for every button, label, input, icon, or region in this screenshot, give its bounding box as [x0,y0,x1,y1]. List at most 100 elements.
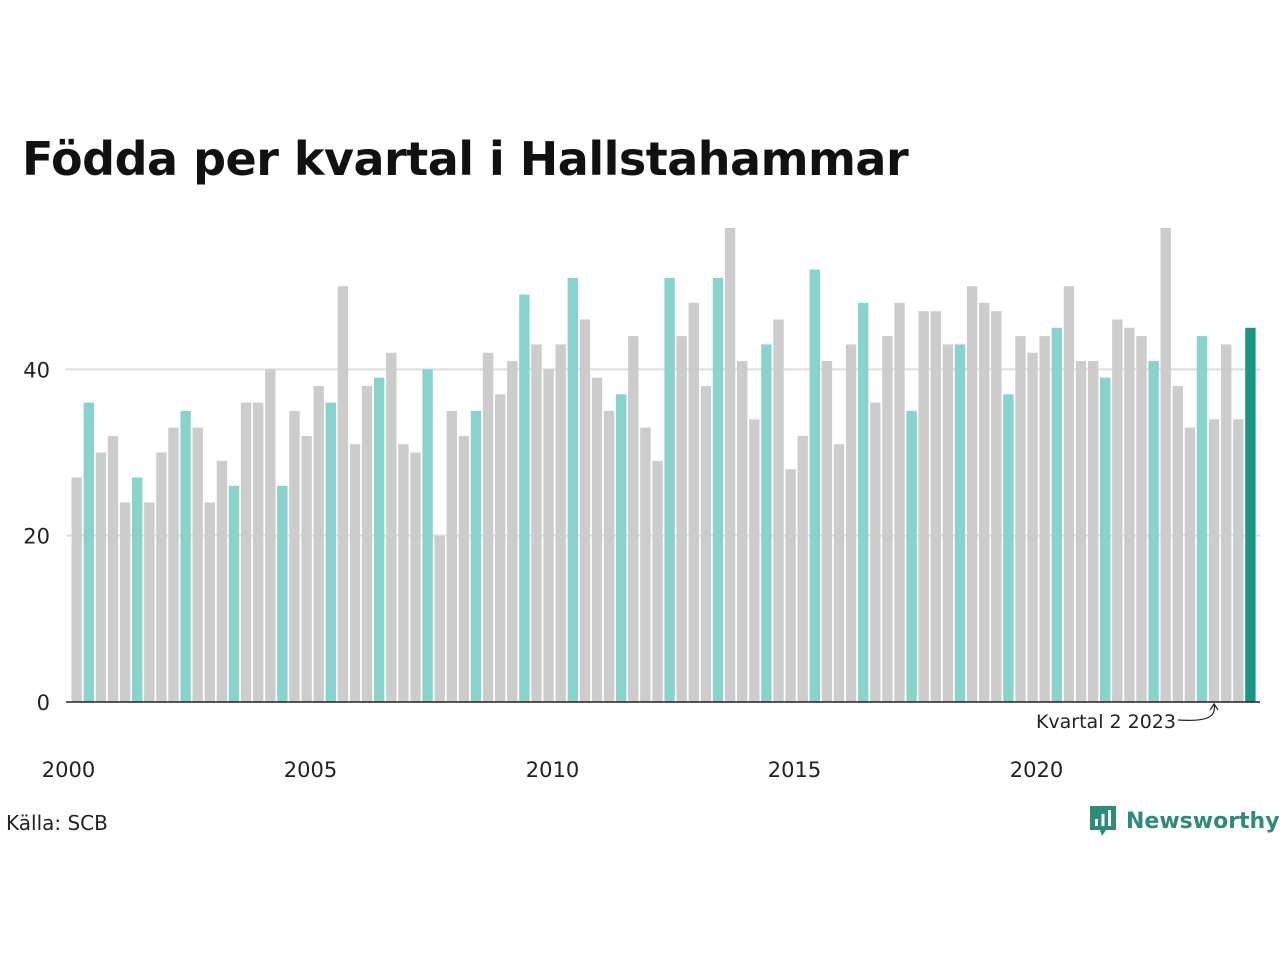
annotation-arrowhead [1209,702,1219,711]
bar [289,410,300,702]
bars [71,228,1256,702]
bar [1063,286,1075,702]
bar [543,369,554,702]
bar [228,485,240,702]
bar [700,386,712,702]
bar [253,402,264,702]
bar [410,452,421,702]
bar [1051,327,1062,702]
bar [966,286,978,702]
bar [1075,361,1087,702]
x-tick-label: 2005 [284,758,337,782]
bar [1221,344,1232,702]
brand-logo[interactable]: Newsworthy [1088,803,1280,839]
bar [1027,352,1038,702]
y-tick-label: 0 [37,691,50,715]
bar [156,452,167,702]
annotation-arrow [1177,703,1216,721]
bar [470,410,482,702]
bar [628,336,639,702]
bar [809,269,820,702]
bar [567,277,578,702]
bar [591,377,603,702]
bar [797,435,808,702]
x-tick-label: 2000 [42,758,95,782]
bar [882,336,893,702]
bar [870,402,881,702]
bar [458,435,470,702]
bar [737,361,748,702]
bar [71,477,82,702]
bar [180,410,191,702]
bar [216,460,228,702]
bar [313,386,324,702]
bar [603,410,615,702]
bar [240,402,252,702]
bar [398,444,409,702]
bar [1100,377,1111,702]
bar [1160,228,1171,702]
bar [979,302,990,702]
bar [519,294,530,702]
bar [361,386,373,702]
bar [349,444,361,702]
bar [446,410,457,702]
bar [1172,386,1183,702]
bar [652,460,663,702]
bar [1136,336,1147,702]
source-label: Källa: SCB [6,811,108,835]
bar [1208,419,1220,702]
bar [616,394,627,702]
annotation-label: Kvartal 2 2023 [1036,711,1176,733]
y-tick-label: 40 [23,358,50,382]
bar [749,419,760,702]
bar [1184,427,1196,702]
bar [386,352,397,702]
bar [906,410,917,702]
bar [1039,336,1050,702]
bar [301,435,312,702]
bar [1148,361,1159,702]
bar [845,344,857,702]
brand-name: Newsworthy [1126,808,1280,834]
bar [168,427,179,702]
bar [265,369,276,702]
bar [1015,336,1026,702]
bar [833,444,845,702]
bar-chart-speech-bubble-icon [1090,806,1116,836]
bar [785,469,796,702]
bar [1233,419,1244,702]
bar [144,502,155,702]
bar [1112,319,1123,702]
bar [1196,336,1208,702]
bar [773,319,784,702]
x-tick-label: 2020 [1010,758,1063,782]
bar [930,311,941,702]
bar [422,369,433,702]
bar [1245,327,1256,702]
bar [894,302,905,702]
bar [507,361,518,702]
bar [761,344,772,702]
axes: 0 20 40 2000 2005 2010 2015 2020 [23,358,1260,782]
bar [821,361,833,702]
bar [858,302,869,702]
bar [277,485,288,702]
annotation: Kvartal 2 2023 [1036,702,1219,733]
bar [1124,327,1135,702]
bar [712,277,724,702]
bar [724,228,736,702]
y-tick-label: 20 [23,525,50,549]
bar [107,435,119,702]
bar [1003,394,1014,702]
bar [918,311,929,702]
bar [495,394,506,702]
bar [482,352,494,702]
bar [434,535,445,702]
bar [119,502,131,702]
bar [374,377,385,702]
bar [942,344,954,702]
bar [991,311,1002,702]
bar [204,502,215,702]
